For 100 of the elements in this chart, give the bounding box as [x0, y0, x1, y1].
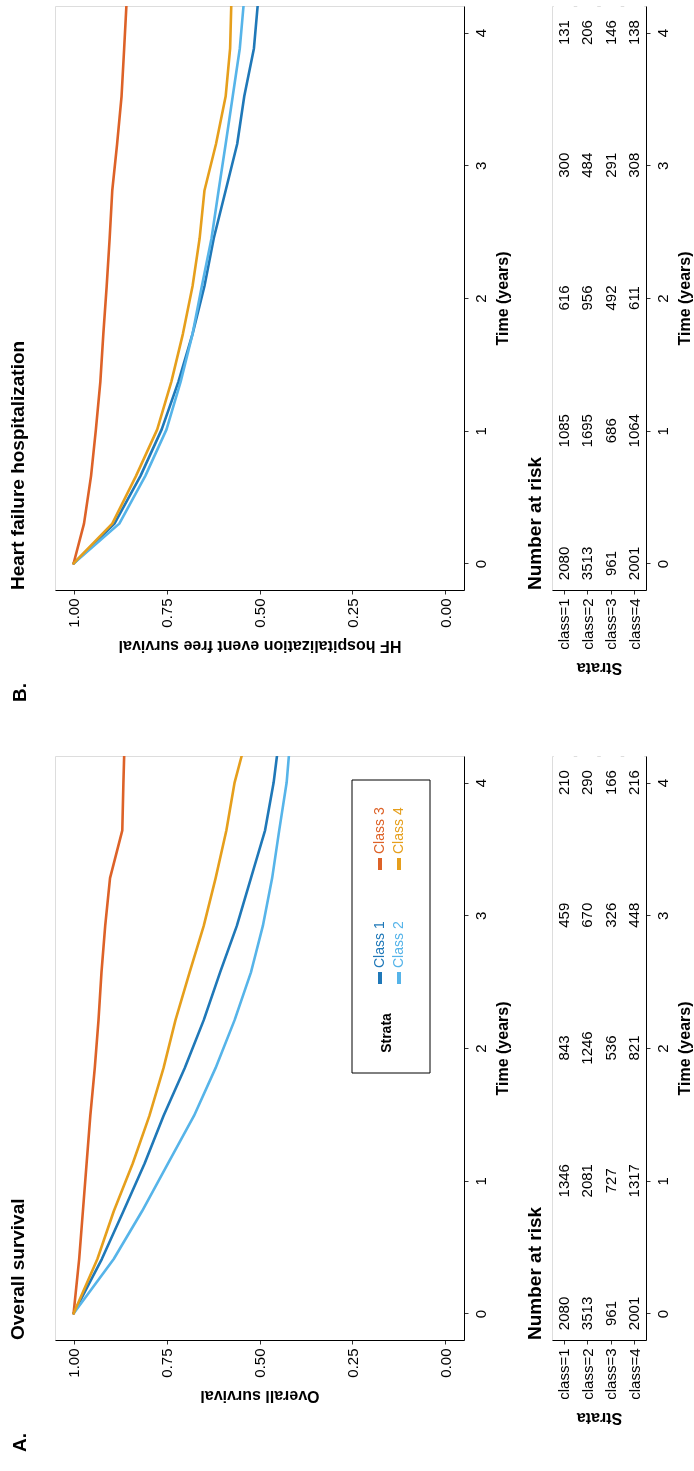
data-label: 3513 — [578, 546, 596, 581]
data-label: 300 — [554, 152, 572, 178]
y-tick-label: 1 — [471, 427, 489, 436]
data-label: 131 — [554, 20, 572, 46]
y-tick-label: 0 — [653, 559, 671, 569]
x-tick-label: class=1 — [555, 598, 573, 650]
data-label: 843 — [554, 1035, 572, 1061]
line-series — [72, 756, 243, 1315]
x-tick-label: 0.50 — [251, 1348, 268, 1378]
y-tick-label: 4 — [653, 28, 671, 38]
data-label: 3513 — [578, 1296, 596, 1331]
y-tick-label: 2 — [653, 294, 671, 303]
data-label: 1695 — [578, 414, 596, 448]
data-label: 1064 — [625, 414, 643, 448]
text: Overall survival — [7, 1198, 28, 1340]
x-tick-label: class=4 — [625, 598, 643, 650]
data-label: 536 — [601, 1035, 619, 1061]
data-label: 459 — [554, 902, 572, 928]
text: Heart failure hospitalization — [7, 340, 28, 590]
data-label: 2080 — [554, 1296, 572, 1331]
data-label: 1246 — [578, 1031, 596, 1065]
x-tick-label: class=1 — [555, 1348, 573, 1400]
text: Class 3 — [371, 807, 387, 854]
data-label: 492 — [601, 285, 619, 311]
data-label: 166 — [601, 770, 619, 796]
x-axis-title: HF hospitalization event free survival — [118, 637, 402, 655]
x-axis-title: Strata — [576, 1409, 623, 1427]
x-tick-label: 0.75 — [158, 598, 176, 628]
data-label: 616 — [554, 285, 572, 311]
data-label: 1317 — [625, 1164, 643, 1198]
y-tick-label: 0 — [653, 1309, 671, 1319]
data-label: 138 — [625, 20, 643, 46]
data-label: 2081 — [578, 1164, 596, 1198]
line-series — [72, 6, 128, 565]
legend-title: Strata — [378, 1012, 394, 1053]
x-tick-label: 1.00 — [65, 598, 83, 628]
y-axis-title: Time (years) — [493, 1001, 511, 1096]
data-label: 308 — [625, 152, 643, 178]
data-label: 146 — [601, 20, 619, 46]
x-tick-label: 0.25 — [343, 598, 361, 628]
data-label: 2001 — [625, 546, 643, 581]
y-tick-label: 4 — [471, 28, 489, 38]
y-tick-label: 3 — [653, 911, 671, 920]
data-label: 326 — [601, 902, 619, 928]
text: Class 2 — [390, 921, 406, 968]
y-tick-label: 1 — [653, 1177, 671, 1186]
y-tick-label: 3 — [653, 161, 671, 170]
data-label: 1346 — [554, 1164, 572, 1198]
text: Class 1 — [371, 921, 387, 968]
y-axis-title: Time (years) — [675, 251, 693, 346]
y-tick-label: 2 — [471, 1044, 489, 1053]
text: Class 4 — [390, 807, 406, 854]
y-tick-label: 2 — [653, 1044, 671, 1053]
data-label: 290 — [578, 770, 596, 796]
y-tick-label: 3 — [471, 911, 489, 920]
y-tick-label: 1 — [653, 427, 671, 436]
text: Number at risk — [524, 1206, 545, 1340]
data-label: 961 — [601, 550, 619, 576]
data-label: 291 — [601, 152, 619, 178]
y-tick-label: 4 — [471, 778, 489, 788]
x-tick-label: 0.50 — [251, 598, 268, 628]
data-label: 821 — [625, 1035, 643, 1061]
text: Number at risk — [524, 456, 545, 590]
data-label: 727 — [601, 1168, 619, 1194]
data-label: 956 — [578, 285, 596, 311]
data-label: 611 — [625, 286, 643, 310]
x-axis-title: Strata — [576, 659, 623, 677]
x-tick-label: class=2 — [578, 1348, 596, 1400]
data-label: 1085 — [554, 414, 572, 448]
y-axis-title: Time (years) — [493, 251, 511, 346]
x-tick-label: class=3 — [602, 1348, 620, 1400]
data-label: 216 — [625, 770, 643, 796]
x-axis-title: Overall survival — [200, 1387, 320, 1405]
y-tick-label: 0 — [471, 559, 489, 569]
x-tick-label: 0.00 — [436, 598, 454, 628]
data-label: 2001 — [625, 1296, 643, 1331]
data-label: 961 — [601, 1300, 619, 1326]
data-label: 670 — [578, 902, 596, 928]
x-tick-label: 0.75 — [158, 1348, 176, 1378]
y-tick-label: 0 — [471, 1309, 489, 1319]
x-tick-label: 0.25 — [343, 1348, 361, 1378]
data-label: 484 — [578, 152, 596, 178]
x-tick-label: 0.00 — [436, 1348, 454, 1378]
y-tick-label: 1 — [471, 1177, 489, 1186]
x-tick-label: 1.00 — [65, 1348, 83, 1378]
data-label: 686 — [601, 418, 619, 444]
data-label: 448 — [625, 902, 643, 928]
text: B. — [9, 683, 30, 702]
y-tick-label: 2 — [471, 294, 489, 303]
data-label: 2080 — [554, 546, 572, 581]
y-tick-label: 3 — [471, 161, 489, 170]
y-axis-title: Time (years) — [675, 1001, 693, 1096]
y-tick-label: 4 — [653, 778, 671, 788]
data-label: 206 — [578, 20, 596, 46]
x-tick-label: class=4 — [625, 1348, 643, 1400]
line-series — [72, 756, 126, 1315]
x-tick-label: class=3 — [602, 598, 620, 650]
x-tick-label: class=2 — [578, 598, 596, 650]
data-label: 210 — [554, 770, 572, 796]
text: A. — [9, 1433, 30, 1452]
